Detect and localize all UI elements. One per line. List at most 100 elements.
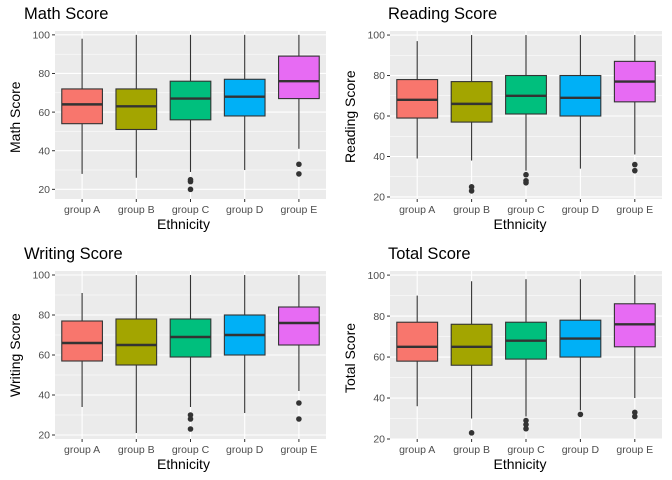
boxplot-group-D — [559, 279, 602, 418]
y-tick-label: 80 — [38, 310, 50, 322]
boxplot-group-C — [505, 279, 547, 432]
y-tick-label: 100 — [32, 270, 50, 282]
y-tick-label: 20 — [38, 184, 50, 196]
outlier-point — [468, 188, 475, 194]
outlier-point — [523, 417, 529, 424]
y-tick-label: 20 — [373, 434, 385, 446]
boxplot-group-C — [505, 35, 547, 186]
x-tick-label: group B — [453, 204, 490, 216]
total-score-plot: 20 40 60 80 100 group A group B group C group D g… — [367, 270, 662, 456]
x-tick-label: group B — [118, 204, 155, 216]
x-tick-label: group E — [281, 204, 318, 216]
boxplot-group-B — [450, 281, 493, 436]
outlier-point — [187, 416, 194, 422]
x-tick-label: group C — [172, 204, 210, 216]
boxplot-group-B — [115, 275, 158, 433]
outlier-point — [296, 171, 302, 177]
y-tick-label: 80 — [373, 70, 385, 82]
y-tick-label: 100 — [367, 270, 385, 282]
boxplot-group-C — [169, 34, 212, 193]
y-tick-label: 40 — [373, 151, 385, 163]
boxplot-group-D — [223, 275, 266, 413]
boxplot-group-D — [559, 35, 602, 169]
chart-title: Reading Score — [388, 5, 498, 23]
reading-score-plot: 20 40 60 80 100 group A group B group C group D g… — [367, 30, 662, 216]
outlier-point — [187, 176, 194, 183]
y-tick-label: 80 — [38, 68, 50, 80]
x-tick-label: group D — [562, 204, 600, 216]
boxplot-group-C — [169, 275, 212, 432]
chart-title: Math Score — [24, 5, 109, 23]
boxplot-group-A — [61, 293, 103, 407]
x-tick-label: group B — [453, 444, 490, 456]
outlier-point — [468, 184, 475, 190]
x-tick-label: group C — [507, 444, 545, 456]
boxplot-group-E — [278, 275, 320, 422]
outlier-point — [523, 180, 529, 186]
writing-score-panel: Writing Score Writing Score 20 40 60 80 100 g… — [0, 240, 336, 480]
x-tick-label: group A — [399, 444, 435, 456]
y-tick-label: 40 — [38, 145, 50, 157]
x-tick-label: group C — [507, 204, 545, 216]
total-score-panel: Total Score Total Score 20 40 60 80 100 group… — [336, 240, 672, 480]
x-tick-label: group A — [64, 204, 100, 216]
y-tick-label: 20 — [38, 430, 50, 442]
outlier-point — [632, 167, 638, 174]
chart-title: Writing Score — [24, 245, 123, 263]
outlier-point — [632, 409, 638, 416]
outlier-point — [632, 413, 638, 420]
box — [278, 55, 320, 100]
x-tick-label: group B — [118, 444, 155, 456]
x-tick-label: group D — [226, 444, 264, 456]
x-axis-title: Ethnicity — [157, 216, 210, 232]
x-tick-label: group E — [281, 444, 318, 456]
y-tick-label: 60 — [373, 352, 385, 364]
box — [396, 321, 439, 362]
outlier-point — [187, 412, 194, 418]
y-tick-label: 60 — [38, 350, 50, 362]
x-axis-title: Ethnicity — [157, 456, 210, 472]
outlier-point — [523, 171, 529, 178]
box — [450, 81, 493, 123]
y-tick-label: 80 — [373, 311, 385, 323]
chart-title: Total Score — [388, 245, 471, 263]
box — [450, 323, 493, 366]
y-tick-label: 60 — [373, 111, 385, 123]
boxplot-group-B — [115, 34, 158, 178]
outlier-point — [523, 425, 529, 432]
math-score-panel: Math Score Math Score 20 40 60 80 100 group A… — [0, 0, 336, 240]
box — [559, 74, 602, 117]
x-tick-label: group E — [616, 444, 653, 456]
box — [61, 320, 103, 362]
box — [278, 306, 320, 346]
boxplot-group-E — [278, 34, 320, 177]
x-tick-label: group D — [562, 444, 600, 456]
y-tick-label: 100 — [32, 30, 50, 42]
boxplot-group-E — [613, 35, 656, 174]
y-tick-label: 40 — [38, 390, 50, 402]
outlier-point — [577, 411, 584, 418]
math-score-plot: 20 40 60 80 100 group A group B group C group D g… — [32, 30, 326, 216]
box — [115, 88, 158, 131]
box — [61, 88, 103, 125]
outlier-point — [296, 416, 302, 422]
outlier-point — [187, 186, 194, 193]
y-tick-label: 20 — [373, 192, 385, 204]
x-tick-label: group D — [226, 204, 264, 216]
outlier-point — [523, 421, 529, 428]
outlier-point — [296, 400, 302, 406]
reading-score-panel: Reading Score Reading Score 20 40 60 80 100 g… — [336, 0, 672, 240]
writing-score-plot: 20 40 60 80 100 group A group B group C group D g… — [32, 270, 326, 456]
x-axis-title: Ethnicity — [493, 216, 547, 232]
boxplot-group-D — [223, 34, 266, 171]
outlier-point — [296, 161, 302, 168]
outlier-point — [468, 430, 475, 436]
outlier-point — [632, 161, 638, 168]
boxplot-group-A — [396, 295, 439, 407]
y-tick-label: 40 — [373, 393, 385, 405]
outlier-point — [187, 426, 194, 432]
x-axis-title: Ethnicity — [493, 456, 547, 472]
boxplot-group-B — [450, 35, 493, 194]
box — [169, 80, 212, 121]
box — [115, 318, 158, 366]
